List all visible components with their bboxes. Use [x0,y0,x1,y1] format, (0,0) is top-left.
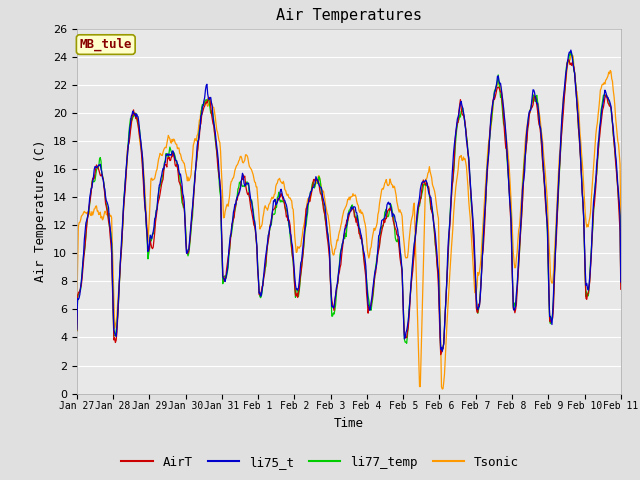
Y-axis label: Air Temperature (C): Air Temperature (C) [35,140,47,282]
X-axis label: Time: Time [334,417,364,430]
Title: Air Temperatures: Air Temperatures [276,9,422,24]
Text: MB_tule: MB_tule [79,38,132,51]
Legend: AirT, li75_t, li77_temp, Tsonic: AirT, li75_t, li77_temp, Tsonic [116,451,524,474]
